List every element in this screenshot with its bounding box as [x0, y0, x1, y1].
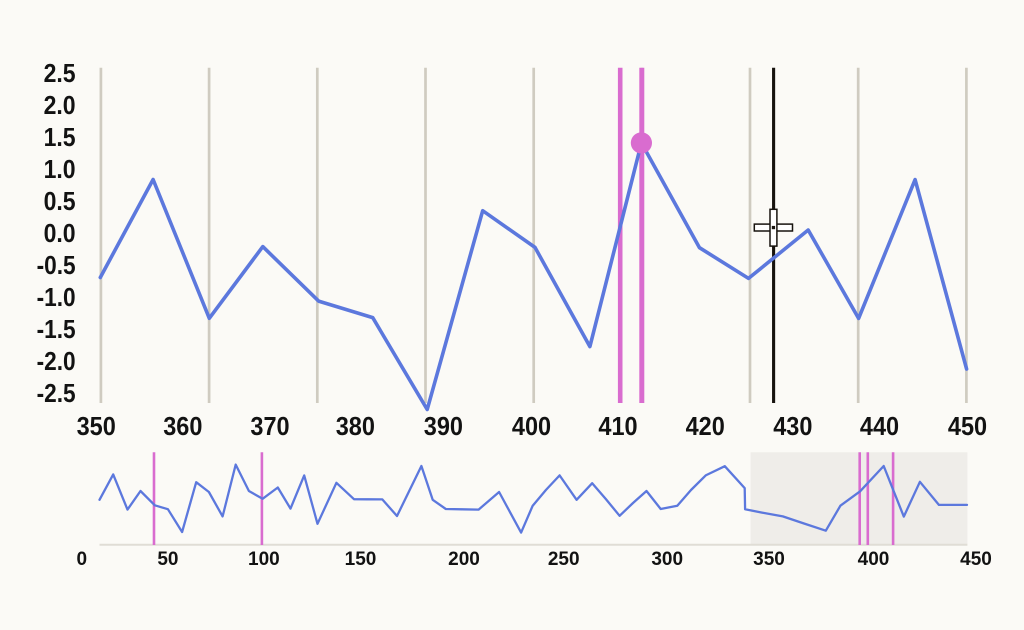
svg-text:2.0: 2.0 — [44, 90, 76, 120]
svg-text:-1.0: -1.0 — [37, 282, 76, 312]
svg-text:1.5: 1.5 — [44, 122, 76, 152]
svg-text:250: 250 — [548, 549, 580, 570]
svg-text:50: 50 — [157, 549, 178, 570]
svg-text:-0.5: -0.5 — [37, 250, 76, 280]
svg-text:450: 450 — [960, 549, 992, 570]
svg-text:400: 400 — [858, 549, 890, 570]
svg-text:100: 100 — [248, 549, 280, 570]
svg-text:-2.0: -2.0 — [37, 346, 76, 376]
svg-text:150: 150 — [345, 549, 377, 570]
svg-text:390: 390 — [424, 411, 463, 441]
svg-text:0.5: 0.5 — [44, 186, 76, 216]
svg-text:450: 450 — [948, 411, 987, 441]
svg-text:410: 410 — [598, 411, 637, 441]
svg-text:430: 430 — [773, 411, 812, 441]
svg-text:420: 420 — [686, 411, 725, 441]
svg-text:400: 400 — [512, 411, 551, 441]
svg-text:300: 300 — [651, 549, 683, 570]
svg-text:1.0: 1.0 — [44, 154, 76, 184]
svg-text:0.0: 0.0 — [44, 218, 76, 248]
svg-text:360: 360 — [163, 411, 202, 441]
svg-text:440: 440 — [860, 411, 899, 441]
svg-text:350: 350 — [77, 411, 116, 441]
svg-text:370: 370 — [250, 411, 289, 441]
svg-text:-2.5: -2.5 — [37, 378, 76, 408]
svg-text:2.5: 2.5 — [44, 58, 76, 88]
svg-text:200: 200 — [448, 549, 480, 570]
svg-text:380: 380 — [336, 411, 375, 441]
svg-text:0: 0 — [77, 549, 88, 570]
svg-text:-1.5: -1.5 — [37, 314, 76, 344]
svg-text:350: 350 — [753, 549, 785, 570]
